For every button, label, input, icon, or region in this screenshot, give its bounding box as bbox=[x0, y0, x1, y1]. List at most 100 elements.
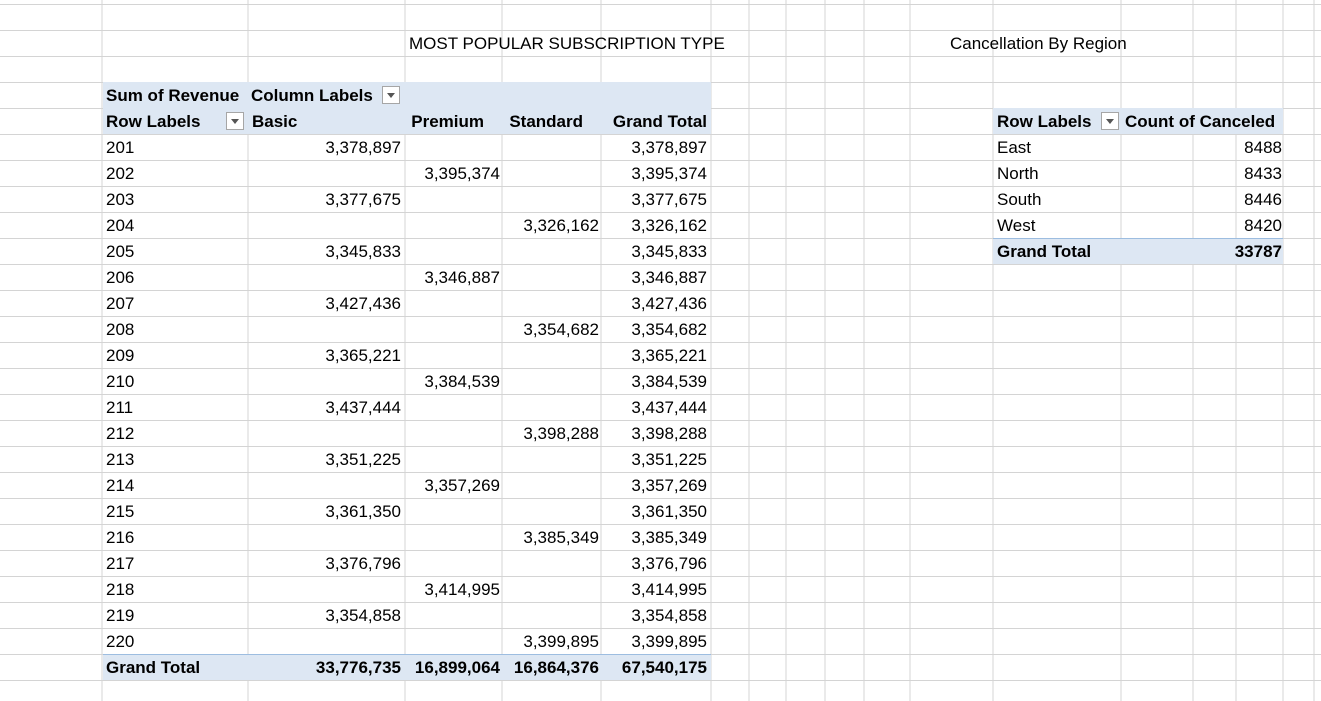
region-count: 8433 bbox=[1244, 164, 1282, 183]
premium-value bbox=[404, 395, 500, 421]
pivot1-header-band bbox=[103, 82, 711, 134]
premium-value bbox=[404, 239, 500, 265]
basic-value bbox=[300, 213, 401, 239]
row-label: 217 bbox=[106, 554, 135, 573]
standard-value bbox=[500, 343, 599, 369]
standard-value bbox=[500, 265, 599, 291]
pivot1-grandtotal-band bbox=[103, 654, 711, 680]
cancellation-title: Cancellation By Region bbox=[950, 34, 1127, 53]
region-count: 8488 bbox=[1244, 138, 1282, 157]
row-label: 214 bbox=[106, 476, 135, 495]
total-value: 3,385,349 bbox=[631, 528, 707, 547]
premium-value bbox=[404, 187, 500, 213]
basic-value bbox=[300, 161, 401, 187]
row-label: 220 bbox=[106, 632, 135, 651]
premium-value bbox=[404, 291, 500, 317]
row-label: 205 bbox=[106, 242, 135, 261]
standard-value: 3,385,349 bbox=[523, 528, 599, 547]
main-title: MOST POPULAR SUBSCRIPTION TYPE bbox=[409, 34, 725, 53]
col-header-standard: Standard bbox=[509, 112, 583, 131]
basic-value bbox=[300, 369, 401, 395]
pivot1-row-labels: Row Labels bbox=[106, 112, 201, 131]
row-label: 213 bbox=[106, 450, 135, 469]
pivot2-grand-total-label: Grand Total bbox=[997, 242, 1092, 261]
row-label: 215 bbox=[106, 502, 135, 521]
total-value: 3,357,269 bbox=[631, 476, 707, 495]
pivot2-value-label: Count of Canceled bbox=[1125, 112, 1276, 131]
grand-total-standard: 16,864,376 bbox=[513, 658, 599, 677]
grand-total-label: Grand Total bbox=[106, 658, 201, 677]
row-label: 202 bbox=[106, 164, 135, 183]
row-labels-filter-dropdown-icon[interactable] bbox=[226, 112, 244, 130]
standard-value bbox=[500, 187, 599, 213]
row-label: 211 bbox=[106, 398, 134, 417]
basic-value: 3,351,225 bbox=[325, 450, 401, 469]
row-label: 210 bbox=[106, 372, 135, 391]
grand-total-basic: 33,776,735 bbox=[315, 658, 401, 677]
region-label: West bbox=[997, 216, 1036, 235]
col-header-premium: Premium bbox=[411, 112, 484, 131]
premium-value: 3,384,539 bbox=[424, 372, 500, 391]
premium-value bbox=[404, 525, 500, 551]
region-label: South bbox=[997, 190, 1042, 209]
pivot1-value-label: Sum of Revenue bbox=[106, 86, 240, 105]
basic-value: 3,437,444 bbox=[325, 398, 401, 417]
basic-value: 3,361,350 bbox=[325, 502, 401, 521]
basic-value: 3,365,221 bbox=[325, 346, 401, 365]
total-value: 3,427,436 bbox=[631, 294, 707, 313]
premium-value bbox=[404, 213, 500, 239]
basic-value bbox=[300, 577, 401, 603]
premium-value bbox=[404, 447, 500, 473]
row-label: 212 bbox=[106, 424, 135, 443]
region-filter-dropdown-icon[interactable] bbox=[1101, 112, 1119, 130]
premium-value bbox=[404, 603, 500, 629]
pivot2-header-band bbox=[993, 108, 1283, 134]
basic-value: 3,354,858 bbox=[325, 606, 401, 625]
row-label: 218 bbox=[106, 580, 135, 599]
basic-value: 3,427,436 bbox=[325, 294, 401, 313]
standard-value bbox=[500, 577, 599, 603]
total-value: 3,384,539 bbox=[631, 372, 707, 391]
basic-value bbox=[300, 265, 401, 291]
standard-value bbox=[500, 161, 599, 187]
basic-value bbox=[300, 629, 401, 655]
total-value: 3,377,675 bbox=[631, 190, 707, 209]
basic-value: 3,378,897 bbox=[325, 138, 401, 157]
region-label: East bbox=[997, 138, 1032, 157]
premium-value bbox=[404, 343, 500, 369]
region-count: 8446 bbox=[1244, 190, 1282, 209]
region-count: 8420 bbox=[1244, 216, 1282, 235]
standard-value bbox=[500, 499, 599, 525]
row-label: 201 bbox=[106, 138, 135, 157]
total-value: 3,376,796 bbox=[631, 554, 707, 573]
standard-value bbox=[500, 239, 599, 265]
row-label: 216 bbox=[106, 528, 135, 547]
total-value: 3,345,833 bbox=[631, 242, 707, 261]
basic-value: 3,345,833 bbox=[325, 242, 401, 261]
basic-value: 3,377,675 bbox=[325, 190, 401, 209]
basic-value bbox=[300, 421, 401, 447]
basic-value bbox=[300, 473, 401, 499]
pivot2-grandtotal-band bbox=[993, 238, 1283, 264]
total-value: 3,414,995 bbox=[631, 580, 707, 599]
row-label: 209 bbox=[106, 346, 135, 365]
column-labels-filter-dropdown-icon[interactable] bbox=[382, 86, 400, 104]
total-value: 3,346,887 bbox=[631, 268, 707, 287]
pivot2-row-labels: Row Labels bbox=[997, 112, 1092, 131]
standard-value: 3,354,682 bbox=[523, 320, 599, 339]
grand-total-premium: 16,899,064 bbox=[414, 658, 500, 677]
total-value: 3,378,897 bbox=[631, 138, 707, 157]
standard-value: 3,398,288 bbox=[523, 424, 599, 443]
total-value: 3,365,221 bbox=[631, 346, 707, 365]
grand-total-total: 67,540,175 bbox=[621, 658, 707, 677]
basic-value: 3,376,796 bbox=[325, 554, 401, 573]
total-value: 3,326,162 bbox=[631, 216, 707, 235]
standard-value: 3,399,895 bbox=[523, 632, 599, 651]
premium-value bbox=[404, 317, 500, 343]
premium-value: 3,346,887 bbox=[424, 268, 500, 287]
total-value: 3,398,288 bbox=[631, 424, 707, 443]
pivot1-grandtotal-line bbox=[103, 654, 711, 655]
pivot2-grandtotal-line bbox=[993, 238, 1283, 239]
col-header-grand-total: Grand Total bbox=[612, 112, 707, 131]
row-label: 203 bbox=[106, 190, 135, 209]
